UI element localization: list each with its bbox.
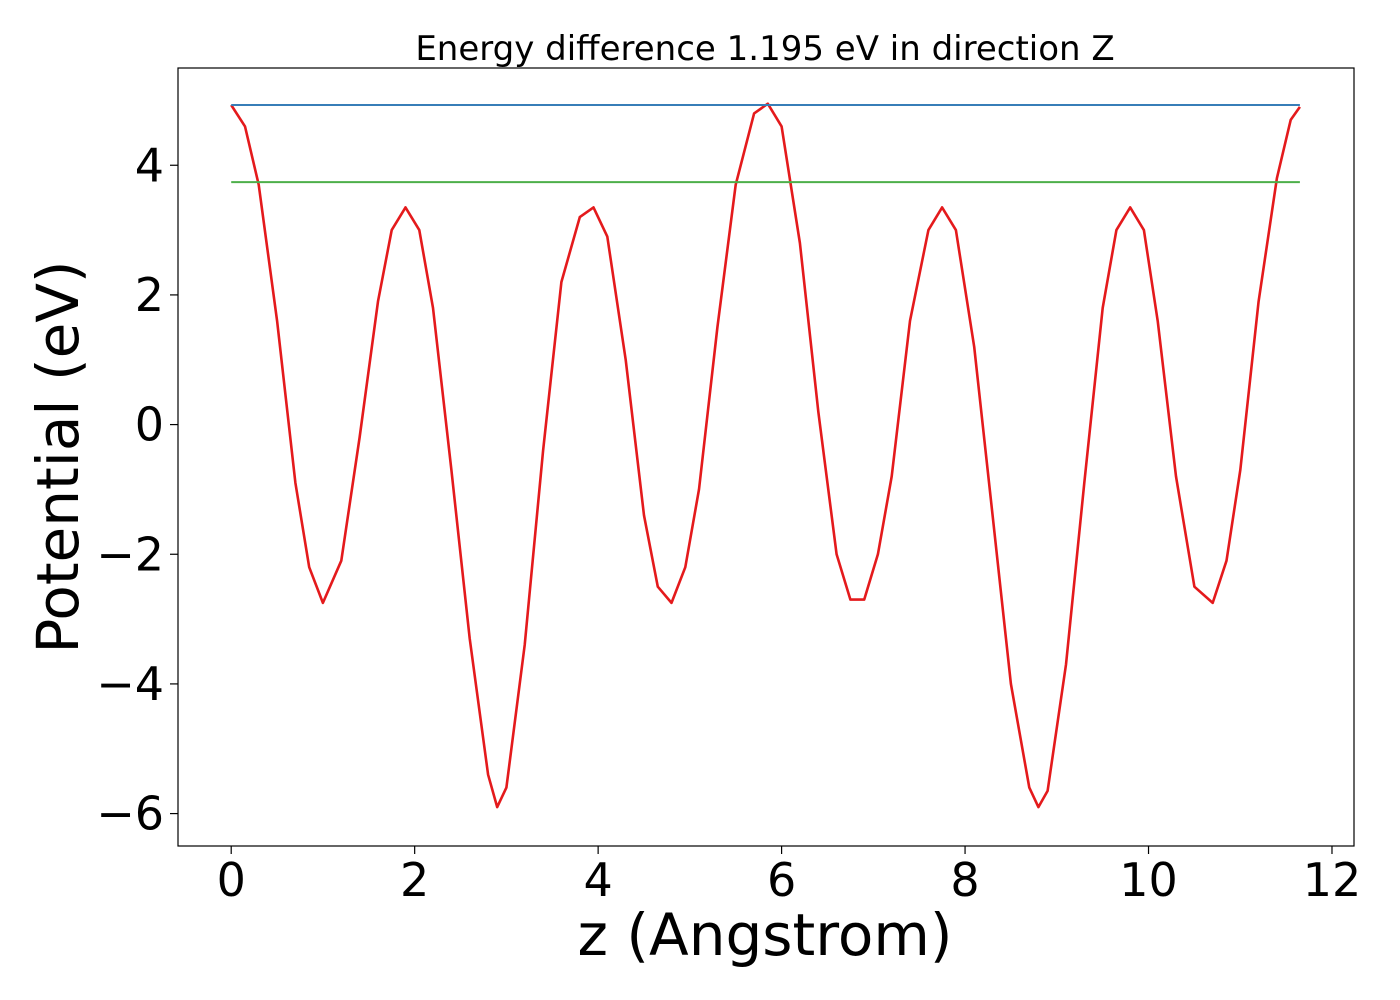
x-axis-ticks: 0 2 4 6 8 10 12 xyxy=(217,846,1362,907)
x-axis-label: z (Angstrom) xyxy=(578,901,953,969)
x-tick-label: 2 xyxy=(400,853,429,907)
series-layer xyxy=(230,102,1301,809)
x-tick-label: 4 xyxy=(583,853,612,907)
y-tick-label: −6 xyxy=(96,787,164,841)
plot-frame xyxy=(177,67,1355,847)
y-tick-label: −4 xyxy=(96,657,164,711)
y-tick-label: 4 xyxy=(135,138,164,192)
x-tick-label: 8 xyxy=(950,853,979,907)
y-axis-label: Potential (eV) xyxy=(24,260,92,653)
x-tick-label: 10 xyxy=(1119,853,1178,907)
x-tick-label: 6 xyxy=(767,853,796,907)
x-tick-label: 0 xyxy=(217,853,246,907)
x-tick-label: 12 xyxy=(1303,853,1362,907)
y-tick-label: 2 xyxy=(135,268,164,322)
y-tick-label: −2 xyxy=(96,527,164,581)
chart-title: Energy difference 1.195 eV in direction … xyxy=(415,29,1114,69)
y-axis-ticks: −6 −4 −2 0 2 4 xyxy=(96,138,178,841)
series-line-1 xyxy=(230,102,1301,809)
y-tick-label: 0 xyxy=(135,398,164,452)
